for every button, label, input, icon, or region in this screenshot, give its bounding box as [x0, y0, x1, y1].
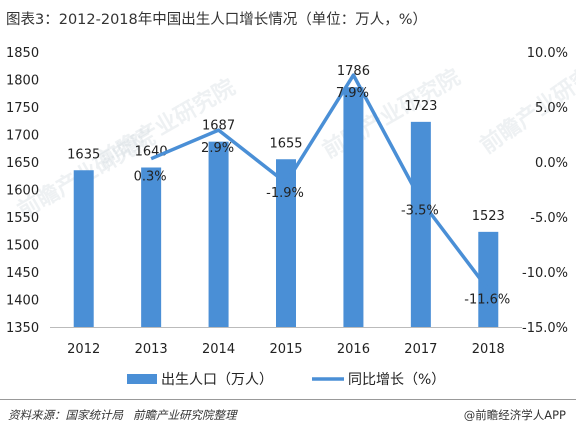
- y-left-tick-label: 1600: [6, 184, 39, 199]
- source-label: 资料来源：国家统计局: [8, 408, 123, 422]
- x-tick-label: 2013: [135, 342, 168, 357]
- bar-data-label: 1687: [202, 119, 235, 134]
- chart-title: 图表3：2012-2018年中国出生人口增长情况（单位：万人，%）: [6, 12, 428, 28]
- bar-2013: [141, 167, 162, 327]
- y-right-tick-label: 5.0%: [535, 101, 568, 116]
- y-left-tick-label: 1650: [6, 156, 39, 171]
- y-right-tick-label: -5.0%: [530, 211, 568, 226]
- y-left-tick-label: 1350: [6, 321, 39, 336]
- credit-text: @前瞻经济学人APP: [463, 408, 566, 422]
- bar-data-label: 1655: [269, 136, 302, 151]
- legend-label-line: 同比增长（%）: [348, 372, 445, 388]
- bar-data-label: 1523: [472, 209, 505, 224]
- source-brand: 前瞻产业研究院整理: [133, 408, 237, 422]
- bar-2017: [410, 121, 431, 327]
- x-tick-label: 2012: [67, 342, 100, 357]
- source-note: 资料来源：国家统计局 前瞻产业研究院整理: [8, 407, 237, 423]
- x-tick-label: 2015: [269, 342, 302, 357]
- legend-label-bar: 出生人口（万人）: [161, 372, 273, 388]
- line-data-label: -3.5%: [401, 204, 439, 219]
- bar-2016: [343, 87, 364, 327]
- line-data-label: 2.9%: [201, 141, 234, 156]
- line-data-label: -1.9%: [266, 186, 304, 201]
- y-left-tick-label: 1750: [6, 101, 39, 116]
- y-left-tick-label: 1800: [6, 74, 39, 89]
- bar-2012: [73, 170, 94, 327]
- y-right-tick-label: -15.0%: [522, 321, 568, 336]
- y-left-tick-label: 1700: [6, 129, 39, 144]
- line-data-label: 0.3%: [134, 170, 167, 185]
- bar-2015: [276, 159, 296, 327]
- y-right-tick-label: -10.0%: [522, 266, 568, 281]
- bar-data-label: 1635: [67, 147, 100, 162]
- line-data-label: -11.6%: [464, 293, 510, 308]
- bar-2018: [478, 231, 499, 327]
- x-tick-label: 2014: [202, 342, 235, 357]
- y-right-tick-label: 10.0%: [527, 46, 568, 61]
- bar-data-label: 1723: [404, 99, 437, 114]
- line-data-label: 7.9%: [336, 86, 369, 101]
- y-left-tick-label: 1450: [6, 266, 39, 281]
- y-left-tick-label: 1550: [6, 211, 39, 226]
- legend-swatch-bar: [127, 374, 157, 384]
- x-tick-label: 2017: [404, 342, 437, 357]
- growth-line: [150, 73, 490, 291]
- bar-2014: [208, 141, 229, 327]
- y-right-tick-label: 0.0%: [535, 156, 568, 171]
- y-left-tick-label: 1400: [6, 294, 39, 309]
- y-left-tick-label: 1850: [6, 46, 39, 61]
- x-tick-label: 2018: [472, 342, 505, 357]
- y-left-tick-label: 1500: [6, 239, 39, 254]
- bar-data-label: 1786: [337, 64, 370, 79]
- x-tick-label: 2016: [337, 342, 370, 357]
